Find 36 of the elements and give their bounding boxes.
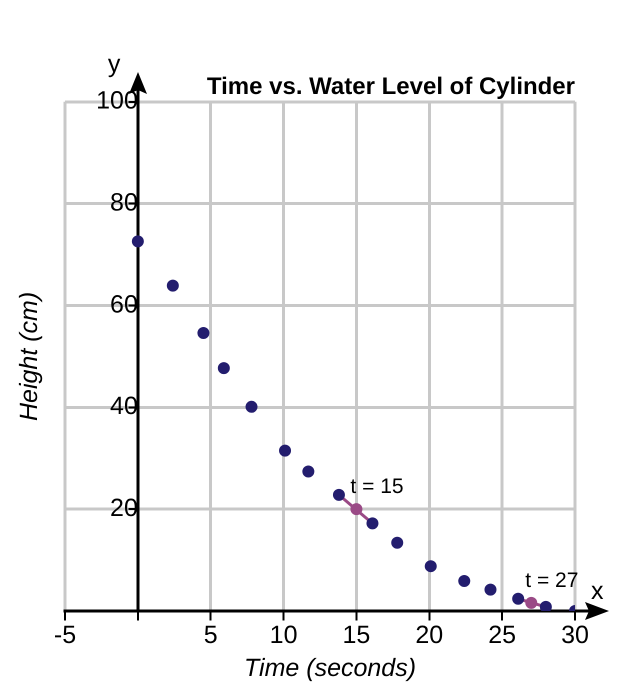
x-tick-label: 30 (561, 620, 589, 649)
point (391, 536, 404, 549)
point (218, 362, 230, 374)
y-tick-label: 20 (110, 494, 138, 522)
point (332, 488, 345, 501)
x-tick-label: -5 (54, 620, 76, 649)
point (525, 596, 538, 609)
point (246, 400, 258, 413)
x-tick-label: 15 (342, 620, 370, 649)
y-tick-label: 40 (110, 392, 138, 420)
annotation: t = 27 (525, 568, 578, 592)
x-tick-label: 10 (270, 620, 298, 649)
text: x (591, 577, 604, 605)
point (279, 444, 292, 457)
x-axis-title: Time (seconds) (244, 654, 416, 682)
point (484, 584, 496, 596)
x-tick-label: 20 (415, 620, 444, 649)
point (302, 465, 314, 478)
text: y (108, 50, 121, 78)
annotation: t = 15 (350, 475, 404, 498)
point (424, 560, 437, 572)
y-axis-title: Height (cm) (14, 292, 43, 421)
point (512, 592, 524, 605)
y-tick-label: 60 (110, 290, 138, 318)
point (166, 280, 179, 292)
point (540, 600, 552, 611)
point (132, 235, 144, 248)
point (366, 517, 378, 530)
x-tick-label: 5 (204, 620, 218, 649)
point (197, 326, 210, 339)
y-tick-label: 80 (110, 188, 138, 217)
y-tick-label: 100 (96, 86, 138, 115)
chart-title: Time vs. Water Level of Cylinder (206, 73, 575, 100)
x-tick-label: 25 (488, 620, 516, 649)
point (458, 574, 470, 587)
point (350, 503, 362, 516)
